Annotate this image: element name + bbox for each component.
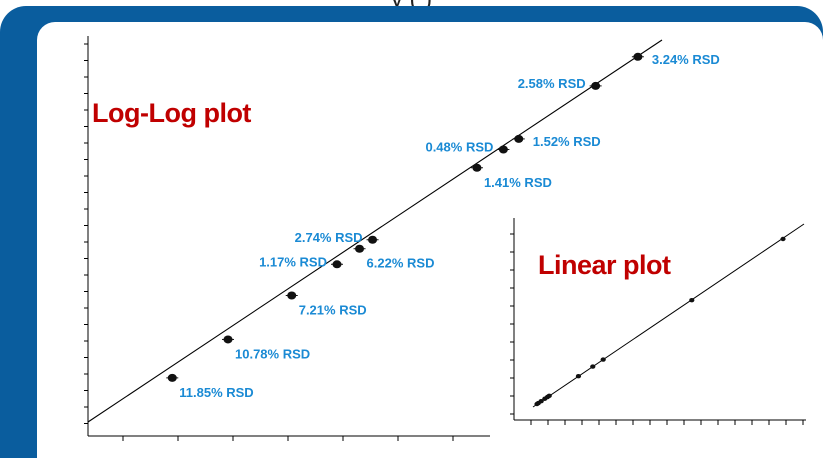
- data-point: [689, 297, 695, 303]
- rsd-label: 1.41% RSD: [484, 175, 552, 190]
- lin-points: [534, 236, 786, 407]
- rsd-label: 1.52% RSD: [533, 134, 601, 149]
- rsd-label: 0.48% RSD: [425, 140, 493, 155]
- rsd-label: 1.17% RSD: [259, 254, 327, 269]
- rsd-label: 10.78% RSD: [235, 346, 310, 361]
- linear-title: Linear plot: [538, 250, 671, 280]
- data-point: [498, 145, 508, 154]
- data-point: [575, 374, 582, 379]
- log-rsd-labels: 11.85% RSD 10.78% RSD 7.21% RSD 1.17% RSD 6.…: [179, 52, 720, 400]
- rsd-label: 2.58% RSD: [518, 76, 586, 91]
- lin-y-ticks: [510, 233, 514, 415]
- rsd-label: 3.24% RSD: [652, 52, 720, 67]
- data-point: [633, 52, 643, 61]
- data-point: [223, 335, 233, 344]
- data-point: [600, 357, 606, 362]
- data-point: [538, 399, 544, 404]
- data-point: [167, 373, 177, 382]
- data-point: [546, 393, 552, 398]
- data-point: [590, 364, 596, 369]
- data-point: [780, 236, 786, 242]
- lin-x-ticks: [530, 420, 804, 425]
- rsd-label: 11.85% RSD: [179, 385, 253, 400]
- data-point: [591, 81, 601, 90]
- data-point: [368, 235, 378, 244]
- rsd-label: 7.21% RSD: [299, 303, 367, 318]
- rsd-label: 6.22% RSD: [367, 256, 435, 271]
- log-points: [166, 52, 644, 382]
- log-log-title: Log-Log plot: [92, 98, 251, 128]
- log-trendline: [87, 39, 663, 423]
- data-point: [472, 163, 482, 172]
- linear-plot: Linear plot: [510, 218, 806, 425]
- data-point: [355, 244, 365, 253]
- rsd-label: 2.74% RSD: [295, 230, 363, 245]
- inset-background: [490, 212, 820, 448]
- data-point: [287, 291, 297, 300]
- log-y-ticks: [84, 43, 88, 424]
- data-point: [332, 260, 342, 269]
- data-point: [514, 134, 524, 143]
